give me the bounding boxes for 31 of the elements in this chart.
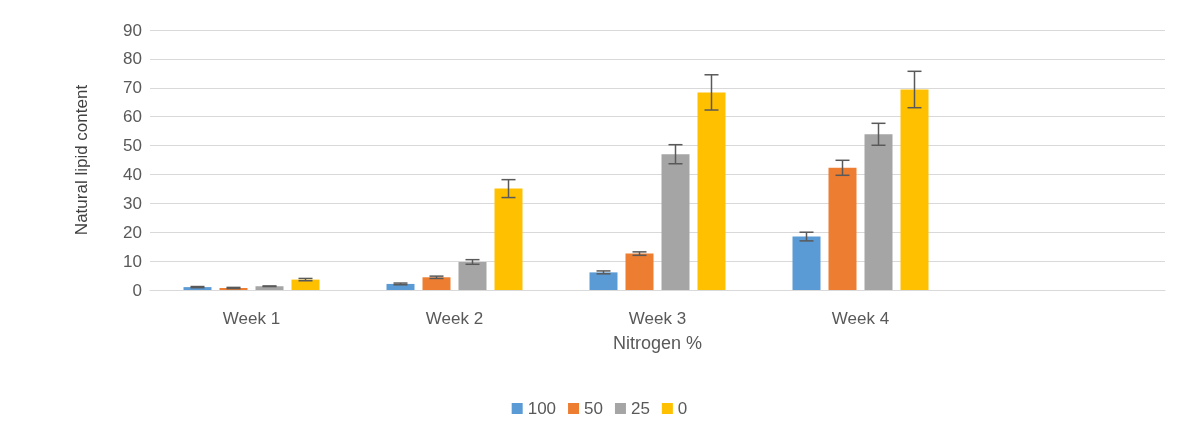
- bar: [661, 154, 690, 290]
- x-tick-label: Week 1: [222, 309, 281, 328]
- x-axis-title: Nitrogen %: [612, 333, 703, 353]
- bar: [792, 236, 821, 290]
- y-tick-label: 60: [123, 107, 142, 127]
- y-axis-title: Natural lipid content: [72, 84, 91, 236]
- bar: [864, 134, 893, 290]
- y-tick-label: 70: [123, 78, 142, 98]
- legend-label: 0: [677, 399, 688, 418]
- y-tick-label: 20: [123, 222, 142, 242]
- bar: [828, 167, 857, 290]
- y-tick-label: 90: [123, 20, 142, 40]
- y-tick-label: 0: [132, 280, 142, 300]
- bar: [458, 261, 487, 290]
- bar: [900, 89, 929, 290]
- y-tick-label: 10: [123, 251, 142, 271]
- y-tick-label: 80: [123, 49, 142, 69]
- legend-label: 25: [630, 399, 650, 418]
- x-tick-label: Week 4: [831, 309, 890, 328]
- y-tick-label: 40: [123, 164, 142, 184]
- y-tick-label: 30: [123, 193, 142, 213]
- bar: [589, 272, 618, 290]
- bar: [697, 92, 726, 290]
- x-tick-label: Week 2: [425, 309, 484, 328]
- legend-label: 50: [584, 399, 603, 418]
- legend-label: 100: [527, 399, 557, 418]
- bar: [625, 253, 654, 290]
- x-tick-label: Week 3: [628, 309, 687, 328]
- y-tick-label: 50: [123, 136, 142, 156]
- bar: [422, 277, 451, 290]
- bar: [494, 188, 523, 290]
